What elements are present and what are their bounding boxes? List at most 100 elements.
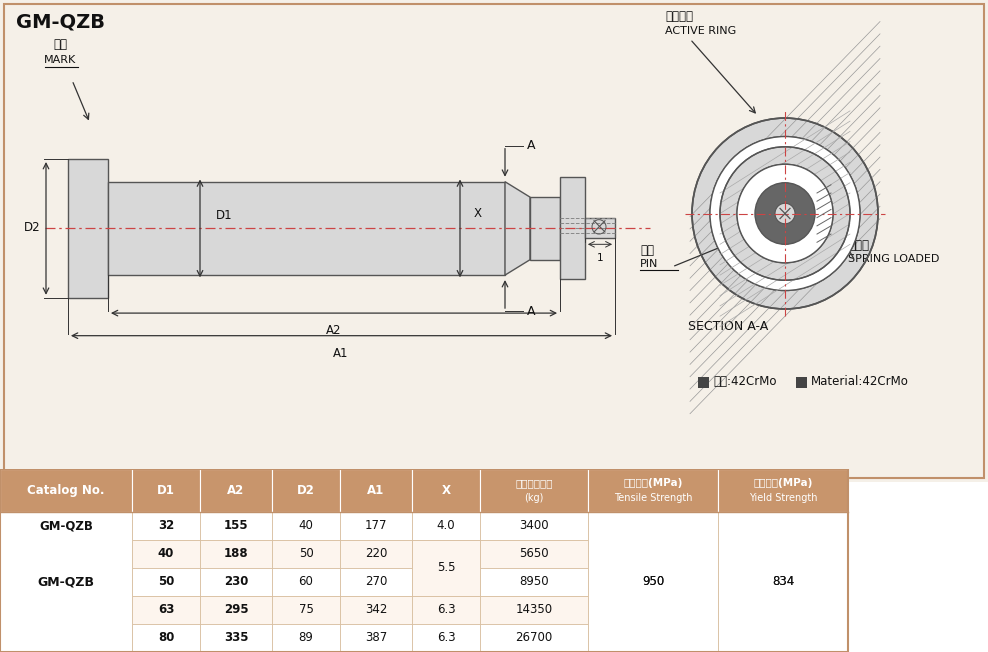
Bar xyxy=(200,624,272,652)
Text: 63: 63 xyxy=(158,603,174,616)
Text: 1: 1 xyxy=(597,252,604,263)
Text: Catalog No.: Catalog No. xyxy=(28,484,105,497)
Text: 打标: 打标 xyxy=(53,38,67,52)
Text: A2: A2 xyxy=(326,325,342,337)
Bar xyxy=(588,512,718,540)
Text: X: X xyxy=(474,207,482,220)
Bar xyxy=(340,512,412,540)
Bar xyxy=(718,512,848,652)
Bar xyxy=(718,512,848,540)
Text: A1: A1 xyxy=(333,347,349,360)
Circle shape xyxy=(692,118,878,309)
Text: 活动挡圈: 活动挡圈 xyxy=(665,10,693,23)
Text: 屈服强度(MPa): 屈服强度(MPa) xyxy=(753,479,813,488)
Text: 220: 220 xyxy=(365,547,387,560)
Bar xyxy=(585,218,615,238)
Text: 950: 950 xyxy=(642,575,664,588)
Text: 155: 155 xyxy=(223,519,248,532)
Bar xyxy=(530,197,560,259)
Text: 40: 40 xyxy=(298,519,313,532)
Bar xyxy=(340,624,412,652)
Text: 8950: 8950 xyxy=(519,575,548,588)
Text: 5650: 5650 xyxy=(519,547,548,560)
Bar xyxy=(132,540,200,568)
Bar xyxy=(340,596,412,624)
Text: 50: 50 xyxy=(298,547,313,560)
Bar xyxy=(718,568,848,596)
Text: A1: A1 xyxy=(368,484,384,497)
Bar xyxy=(132,512,200,540)
Circle shape xyxy=(710,136,860,291)
Text: Tensile Strength: Tensile Strength xyxy=(614,492,693,503)
Text: 75: 75 xyxy=(298,603,313,616)
Bar xyxy=(588,568,718,596)
Text: 32: 32 xyxy=(158,519,174,532)
Bar xyxy=(588,512,718,652)
Text: 单个最大承重: 单个最大承重 xyxy=(516,479,552,488)
Text: 4.0: 4.0 xyxy=(437,519,455,532)
Bar xyxy=(718,469,848,512)
Bar xyxy=(272,469,340,512)
Circle shape xyxy=(720,147,850,280)
Bar xyxy=(200,512,272,540)
Text: 3400: 3400 xyxy=(519,519,548,532)
Text: 335: 335 xyxy=(223,631,248,644)
Bar xyxy=(200,469,272,512)
Text: Material:42CrMo: Material:42CrMo xyxy=(811,376,909,389)
Text: (kg): (kg) xyxy=(525,492,543,503)
Bar xyxy=(340,469,412,512)
Text: D1: D1 xyxy=(157,484,175,497)
Bar xyxy=(412,469,480,512)
Text: Yield Strength: Yield Strength xyxy=(749,492,817,503)
Bar xyxy=(68,159,108,298)
Text: PIN: PIN xyxy=(640,259,658,269)
Text: 188: 188 xyxy=(223,547,248,560)
Bar xyxy=(132,469,200,512)
Text: 50: 50 xyxy=(158,575,174,588)
Text: GM-QZB: GM-QZB xyxy=(40,519,93,532)
Polygon shape xyxy=(505,182,530,275)
Bar xyxy=(698,377,709,388)
Bar xyxy=(0,512,132,652)
Circle shape xyxy=(710,136,860,291)
Bar xyxy=(480,624,588,652)
Bar xyxy=(340,568,412,596)
Text: A: A xyxy=(527,140,535,153)
Text: 387: 387 xyxy=(365,631,387,644)
Text: D1: D1 xyxy=(216,209,232,222)
Text: 60: 60 xyxy=(298,575,313,588)
Bar xyxy=(200,540,272,568)
Bar xyxy=(272,512,340,540)
Text: 834: 834 xyxy=(772,575,794,588)
Bar xyxy=(340,540,412,568)
Bar xyxy=(132,624,200,652)
Bar xyxy=(0,469,848,652)
Text: 270: 270 xyxy=(365,575,387,588)
Text: 230: 230 xyxy=(224,575,248,588)
Bar xyxy=(272,596,340,624)
Text: GM-QZB: GM-QZB xyxy=(38,575,95,588)
Text: 80: 80 xyxy=(158,631,174,644)
Text: 950: 950 xyxy=(642,575,664,588)
Text: 6.3: 6.3 xyxy=(437,603,455,616)
Bar xyxy=(132,568,200,596)
Bar xyxy=(108,182,505,275)
Circle shape xyxy=(737,164,833,263)
Text: 弹簧片: 弹簧片 xyxy=(848,239,869,252)
Text: GM-QZB: GM-QZB xyxy=(16,12,105,31)
Bar xyxy=(796,377,807,388)
Text: 342: 342 xyxy=(365,603,387,616)
Bar xyxy=(412,512,480,540)
Bar xyxy=(718,540,848,568)
Bar xyxy=(200,568,272,596)
Text: ACTIVE RING: ACTIVE RING xyxy=(665,26,736,36)
Bar xyxy=(272,624,340,652)
Bar xyxy=(272,568,340,596)
Bar xyxy=(0,469,132,512)
Text: A: A xyxy=(527,304,535,318)
Bar xyxy=(412,540,480,596)
Text: 6.3: 6.3 xyxy=(437,631,455,644)
Bar xyxy=(200,596,272,624)
Bar xyxy=(480,596,588,624)
Bar xyxy=(412,568,480,596)
